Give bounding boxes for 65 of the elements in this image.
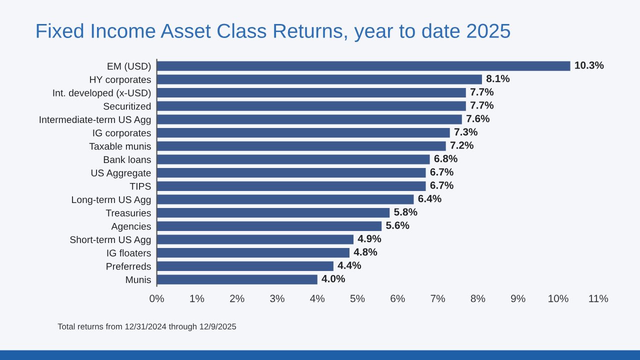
bar bbox=[156, 114, 462, 124]
y-tick-label: IG corporates bbox=[93, 130, 151, 138]
y-tick-label: US Aggregate bbox=[91, 170, 151, 178]
y-tick-label: Agencies bbox=[111, 222, 151, 232]
data-label: 6.7% bbox=[430, 182, 454, 189]
y-tick-label: Taxable munis bbox=[89, 142, 151, 150]
bar bbox=[156, 154, 430, 164]
bar bbox=[156, 208, 390, 218]
data-label: 6.4% bbox=[418, 194, 442, 202]
data-label: 6.8% bbox=[434, 154, 458, 162]
x-tick-label: 3% bbox=[270, 294, 284, 302]
bar bbox=[156, 74, 482, 84]
bar bbox=[156, 141, 446, 151]
data-label: 8.1% bbox=[486, 74, 510, 82]
x-tick-label: 2% bbox=[230, 294, 244, 302]
data-label: 7.6% bbox=[466, 114, 490, 122]
data-label: 5.6% bbox=[386, 222, 410, 229]
bar bbox=[156, 234, 354, 244]
x-tick-label: 5% bbox=[350, 294, 365, 302]
x-tick-label: 9% bbox=[511, 294, 526, 302]
x-tick-label: 1% bbox=[190, 294, 204, 302]
data-label: 4.9% bbox=[358, 234, 382, 242]
data-label: 5.8% bbox=[394, 208, 418, 216]
y-tick-label: IG floaters bbox=[107, 249, 151, 256]
y-tick-label: Intermediate-term US Agg bbox=[40, 116, 151, 125]
data-label: 7.7% bbox=[470, 102, 494, 109]
bar bbox=[156, 248, 350, 258]
data-label: 10.3% bbox=[575, 61, 604, 69]
y-tick-label: Preferreds bbox=[106, 262, 151, 270]
bar bbox=[156, 128, 450, 138]
y-tick-label: Long-term US Agg bbox=[72, 196, 151, 206]
bar bbox=[156, 61, 570, 71]
bar bbox=[156, 194, 414, 204]
bar bbox=[156, 274, 318, 284]
y-tick-label: HY corporates bbox=[90, 76, 151, 85]
text: Total returns from 12/31/2024 through 12/9/2025 bbox=[58, 323, 236, 332]
x-tick-label: 8% bbox=[470, 294, 486, 302]
bar bbox=[156, 101, 466, 111]
y-tick-label: Bank loans bbox=[104, 156, 151, 164]
y-tick-label: Int. developed (x-USD) bbox=[53, 89, 151, 98]
data-label: 7.2% bbox=[450, 142, 474, 149]
data-label: 6.7% bbox=[430, 168, 454, 176]
bar bbox=[156, 261, 334, 271]
x-tick-label: 0% bbox=[150, 294, 164, 302]
data-label: 4.0% bbox=[322, 274, 346, 282]
y-tick-label: Munis bbox=[126, 276, 151, 284]
bar bbox=[156, 168, 426, 178]
y-tick-label: Securitized bbox=[104, 102, 151, 110]
data-label: 7.3% bbox=[454, 128, 478, 136]
chart-title: Fixed Income Asset Class Returns, year to date 2025 bbox=[36, 23, 510, 42]
bar bbox=[156, 181, 426, 191]
y-tick-label: Treasuries bbox=[106, 209, 151, 216]
x-tick-label: 11% bbox=[589, 294, 608, 302]
x-tick-label: 10% bbox=[548, 294, 568, 302]
y-tick-label: TIPS bbox=[130, 182, 151, 190]
data-label: 4.4% bbox=[338, 262, 362, 269]
bar bbox=[156, 88, 466, 98]
y-tick-label: EM (USD) bbox=[108, 62, 151, 72]
data-label: 4.8% bbox=[354, 248, 378, 256]
x-tick-label: 6% bbox=[390, 294, 405, 302]
bar bbox=[156, 221, 382, 231]
x-tick-label: 4% bbox=[310, 294, 325, 302]
y-tick-label: Short-term US Agg bbox=[70, 236, 151, 246]
x-tick-label: 7% bbox=[430, 294, 445, 302]
data-label: 7.7% bbox=[470, 88, 494, 96]
